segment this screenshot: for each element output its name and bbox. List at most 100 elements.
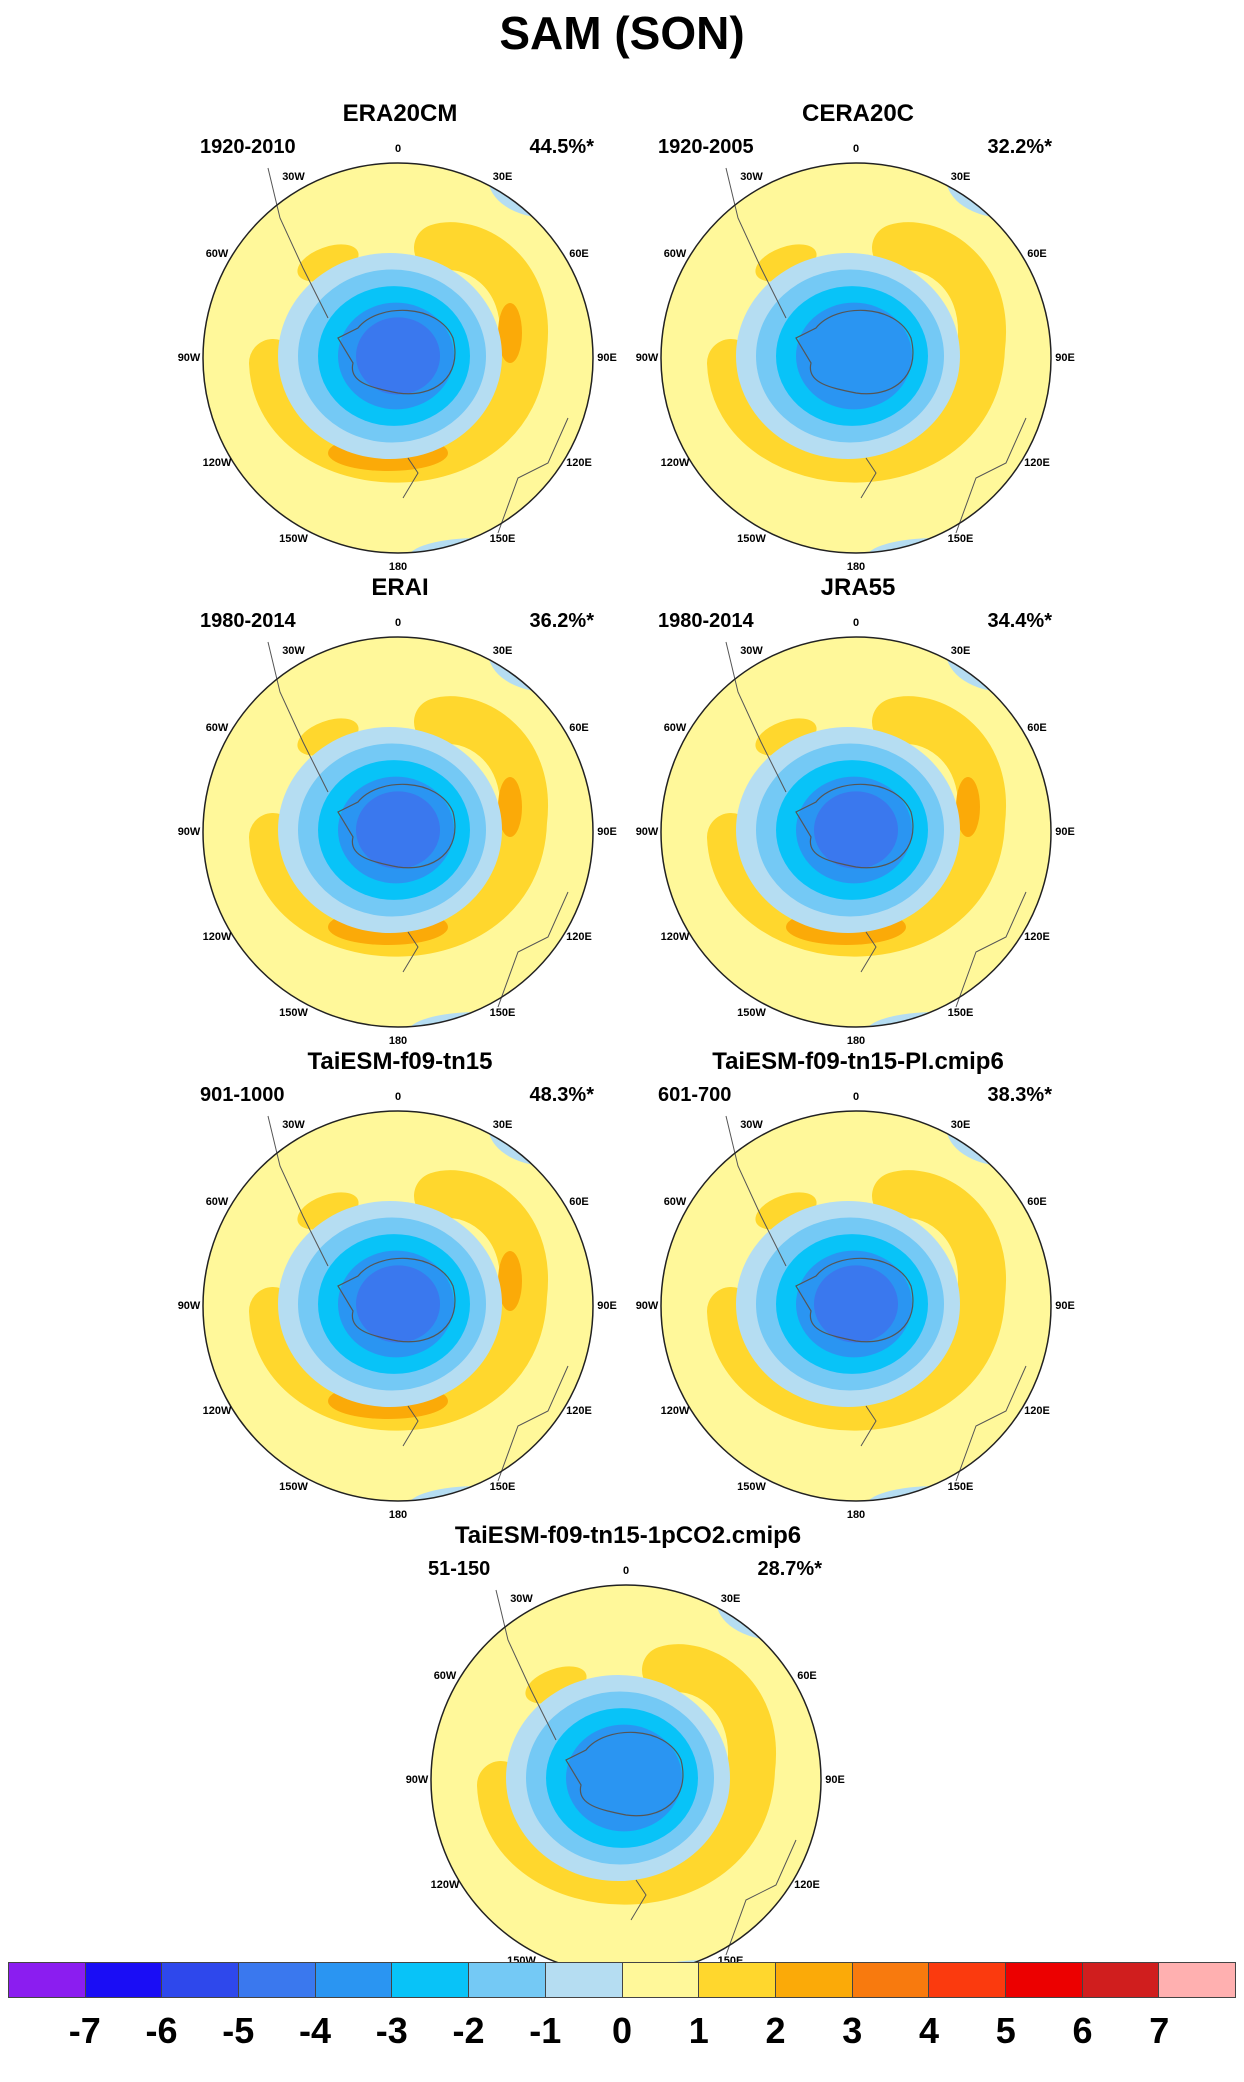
longitude-label: 150E — [947, 532, 974, 545]
antarctica-outline — [337, 309, 456, 395]
polar-map — [202, 1110, 594, 1502]
map-boundary — [202, 162, 594, 554]
longitude-label: 180 — [388, 1035, 408, 1047]
longitude-label: 90E — [597, 826, 617, 838]
longitude-label: 150W — [279, 1006, 308, 1019]
longitude-label: 90W — [177, 826, 201, 838]
longitude-label: 90W — [635, 1300, 659, 1312]
longitude-label: 90E — [1055, 352, 1075, 364]
longitude-label: 120W — [202, 456, 232, 469]
map-boundary — [660, 1110, 1052, 1502]
panel-period: 901-1000 — [200, 1084, 285, 1106]
longitude-label: 0 — [394, 1091, 402, 1103]
longitude-label: 180 — [846, 561, 866, 573]
colorbar-segment — [392, 1963, 470, 1997]
longitude-label: 120E — [1024, 930, 1050, 943]
longitude-label: 0 — [852, 617, 860, 629]
longitude-label: 30E — [950, 1119, 971, 1131]
south-america-coast — [267, 167, 329, 319]
map-boundary — [202, 636, 594, 1028]
colorbar-tick: -7 — [68, 2010, 101, 2051]
map-boundary — [660, 636, 1052, 1028]
antarctica-outline — [795, 1257, 914, 1343]
panel-title: TaiESM-f09-tn15 — [307, 1048, 493, 1075]
longitude-label: 60E — [569, 247, 589, 260]
longitude-label: 120E — [1024, 456, 1050, 469]
figure-title: SAM (SON) — [499, 7, 745, 59]
new-zealand-coast — [402, 931, 419, 973]
panel-title: TaiESM-f09-tn15-1pCO2.cmip6 — [454, 1522, 802, 1549]
longitude-label: 90E — [825, 1774, 845, 1786]
map-panel-6: TaiESM-f09-tn15-PI.cmip6 601-700 38.3%* 0 30… — [628, 1048, 1088, 1521]
panel-variance: 34.4%* — [987, 610, 1053, 632]
negative-contour — [814, 1265, 898, 1343]
longitude-label: 30W — [740, 645, 763, 657]
longitude-label: 120W — [660, 1404, 690, 1417]
negative-contour — [356, 791, 440, 869]
map-panel-5: TaiESM-f09-tn15 901-1000 48.3%* 0 30E 60E 90E 1… — [170, 1048, 630, 1521]
panel-period: 1920-2010 — [200, 136, 296, 158]
map-panel-7: TaiESM-f09-tn15-1pCO2.cmip6 51-150 28.7%* 0… — [398, 1522, 858, 1995]
colorbar-segment — [622, 1963, 700, 1997]
longitude-label: 90W — [635, 826, 659, 838]
longitude-label: 30W — [740, 1119, 763, 1131]
panel-variance: 36.2%* — [529, 610, 595, 632]
colorbar-tick: 7 — [1149, 2010, 1170, 2051]
colorbar-tick: 6 — [1072, 2010, 1093, 2051]
map-boundary — [660, 162, 1052, 554]
longitude-label: 120E — [794, 1878, 820, 1891]
longitude-label: 120W — [202, 930, 232, 943]
longitude-label: 30W — [282, 645, 305, 657]
longitude-label: 120E — [566, 1404, 592, 1417]
south-america-coast — [267, 1115, 329, 1267]
negative-contour — [796, 302, 912, 410]
map-panel-4: JRA55 1980-2014 34.4%* 0 30E 60E 90E 120E 150E 18… — [628, 574, 1088, 1047]
colorbar-tick: 3 — [842, 2010, 863, 2051]
panel-variance: 28.7%* — [757, 1558, 823, 1580]
longitude-label: 60W — [205, 247, 229, 260]
longitude-label: 30E — [492, 1119, 513, 1131]
positive-ring — [249, 1170, 548, 1431]
longitude-label: 150W — [737, 1006, 766, 1019]
antarctica-outline — [337, 1257, 456, 1343]
negative-contour — [814, 791, 898, 869]
panel-period: 51-150 — [428, 1558, 491, 1580]
new-zealand-coast — [860, 457, 877, 499]
negative-contour — [356, 317, 440, 395]
longitude-label: 90W — [177, 352, 201, 364]
colorbar-segment — [239, 1963, 316, 1997]
longitude-label: 60W — [205, 1195, 229, 1208]
polar-map — [660, 1110, 1052, 1502]
colorbar — [8, 1962, 1236, 1998]
longitude-label: 120E — [1024, 1404, 1050, 1417]
new-zealand-coast — [630, 1879, 647, 1921]
panel-title: TaiESM-f09-tn15-PI.cmip6 — [712, 1048, 1004, 1075]
colorbar-segment — [1159, 1963, 1235, 1997]
longitude-label: 30E — [492, 645, 513, 657]
positive-ring — [707, 222, 1006, 483]
colorbar-tick: 0 — [611, 2010, 633, 2051]
colorbar-tick: -1 — [529, 2010, 562, 2051]
longitude-label: 60E — [1027, 1195, 1047, 1208]
longitude-label: 120W — [202, 1404, 232, 1417]
colorbar-tick: 2 — [765, 2010, 786, 2051]
longitude-label: 150W — [279, 532, 308, 545]
polar-map — [430, 1584, 822, 1976]
colorbar-segment — [775, 1963, 853, 1997]
new-zealand-coast — [402, 1405, 419, 1447]
colorbar-segment — [699, 1963, 776, 1997]
longitude-label: 0 — [394, 617, 402, 629]
longitude-label: 0 — [852, 143, 860, 155]
longitude-label: 180 — [388, 1509, 408, 1521]
colorbar-tick: -5 — [222, 2010, 255, 2051]
colorbar-segment — [1082, 1963, 1160, 1997]
new-zealand-coast — [860, 1405, 877, 1447]
longitude-label: 90E — [597, 1300, 617, 1312]
longitude-label: 90W — [177, 1300, 201, 1312]
longitude-label: 0 — [852, 1091, 860, 1103]
longitude-label: 60W — [663, 721, 687, 734]
colorbar-segment — [545, 1963, 623, 1997]
panel-title: ERAI — [371, 574, 429, 601]
longitude-label: 60E — [569, 1195, 589, 1208]
longitude-label: 120W — [660, 456, 690, 469]
